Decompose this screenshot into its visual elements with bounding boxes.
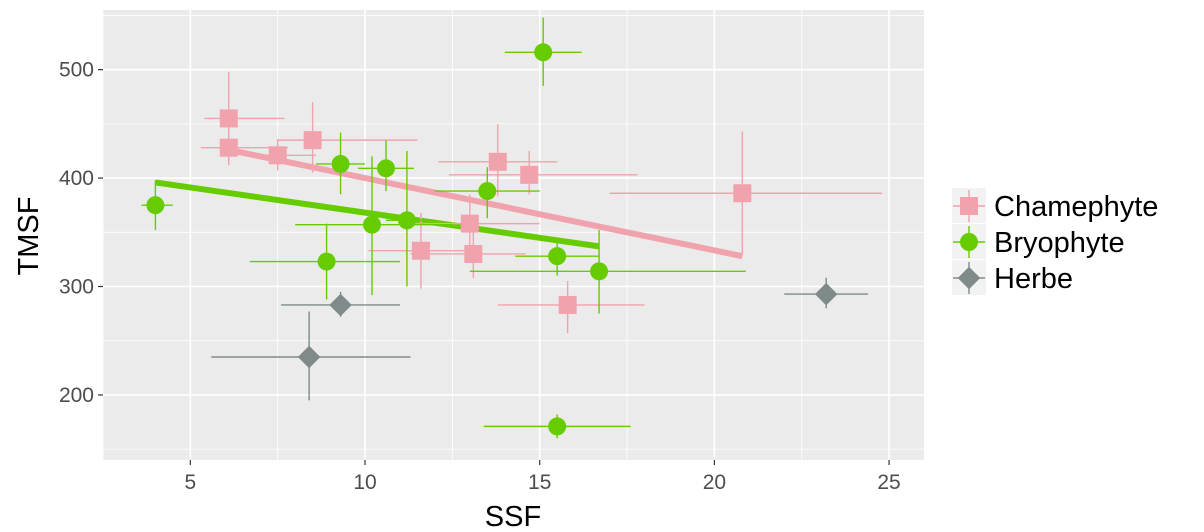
legend: Chamephyte Bryophyte Herbe <box>952 188 1158 295</box>
data-point-bryophyte <box>590 262 609 281</box>
data-points <box>146 43 838 436</box>
minor-gridlines <box>102 10 924 460</box>
data-point-bryophyte <box>548 417 567 436</box>
legend-label-bryophyte: Bryophyte <box>994 227 1125 259</box>
data-point-chamephyte <box>219 138 238 157</box>
y-tick-label: 500 <box>59 59 94 82</box>
error-bars <box>141 17 883 439</box>
regression-line-bryophyte <box>154 179 600 250</box>
legend-label-chamephyte: Chamephyte <box>994 191 1158 223</box>
x-tick-label: 20 <box>703 471 726 494</box>
x-tick-label: 5 <box>184 471 196 494</box>
y-axis-ticks: 200 300 400 500 <box>59 59 103 407</box>
data-point-bryophyte <box>146 196 165 215</box>
data-point-bryophyte <box>331 154 350 173</box>
y-tick-label: 200 <box>59 384 94 407</box>
data-point-chamephyte <box>464 244 483 263</box>
legend-label-herbe: Herbe <box>994 263 1073 295</box>
data-point-bryophyte <box>376 159 395 178</box>
x-tick-label: 10 <box>353 471 376 494</box>
x-tick-label: 25 <box>877 471 900 494</box>
data-point-chamephyte <box>411 241 430 260</box>
data-point-bryophyte <box>363 215 382 234</box>
data-point-herbe <box>297 345 321 369</box>
data-point-bryophyte <box>548 247 567 266</box>
data-point-chamephyte <box>558 295 577 314</box>
data-point-chamephyte <box>460 214 479 233</box>
data-point-bryophyte <box>478 182 497 201</box>
y-tick-label: 400 <box>59 167 94 190</box>
regression-line-chamephyte <box>228 146 743 260</box>
legend-key-herbe <box>957 266 981 290</box>
data-point-bryophyte <box>317 252 336 271</box>
data-point-chamephyte <box>219 109 238 128</box>
legend-key-chamephyte <box>960 197 978 215</box>
data-point-chamephyte <box>520 165 539 184</box>
x-tick-label: 15 <box>528 471 551 494</box>
data-point-herbe <box>329 293 352 317</box>
y-axis-title: TMSF <box>13 197 45 276</box>
x-axis-ticks: 5 10 15 20 25 <box>184 460 901 494</box>
data-point-bryophyte <box>397 211 416 230</box>
data-point-chamephyte <box>268 146 287 165</box>
y-tick-label: 300 <box>59 276 94 299</box>
data-point-chamephyte <box>488 152 507 171</box>
data-point-bryophyte <box>534 43 553 62</box>
major-gridlines <box>103 10 924 460</box>
data-point-chamephyte <box>303 131 322 150</box>
legend-key-bryophyte <box>960 233 978 251</box>
data-point-chamephyte <box>733 184 752 203</box>
regression-lines <box>154 146 743 260</box>
x-axis-title: SSF <box>485 501 541 532</box>
data-point-herbe <box>814 282 838 306</box>
